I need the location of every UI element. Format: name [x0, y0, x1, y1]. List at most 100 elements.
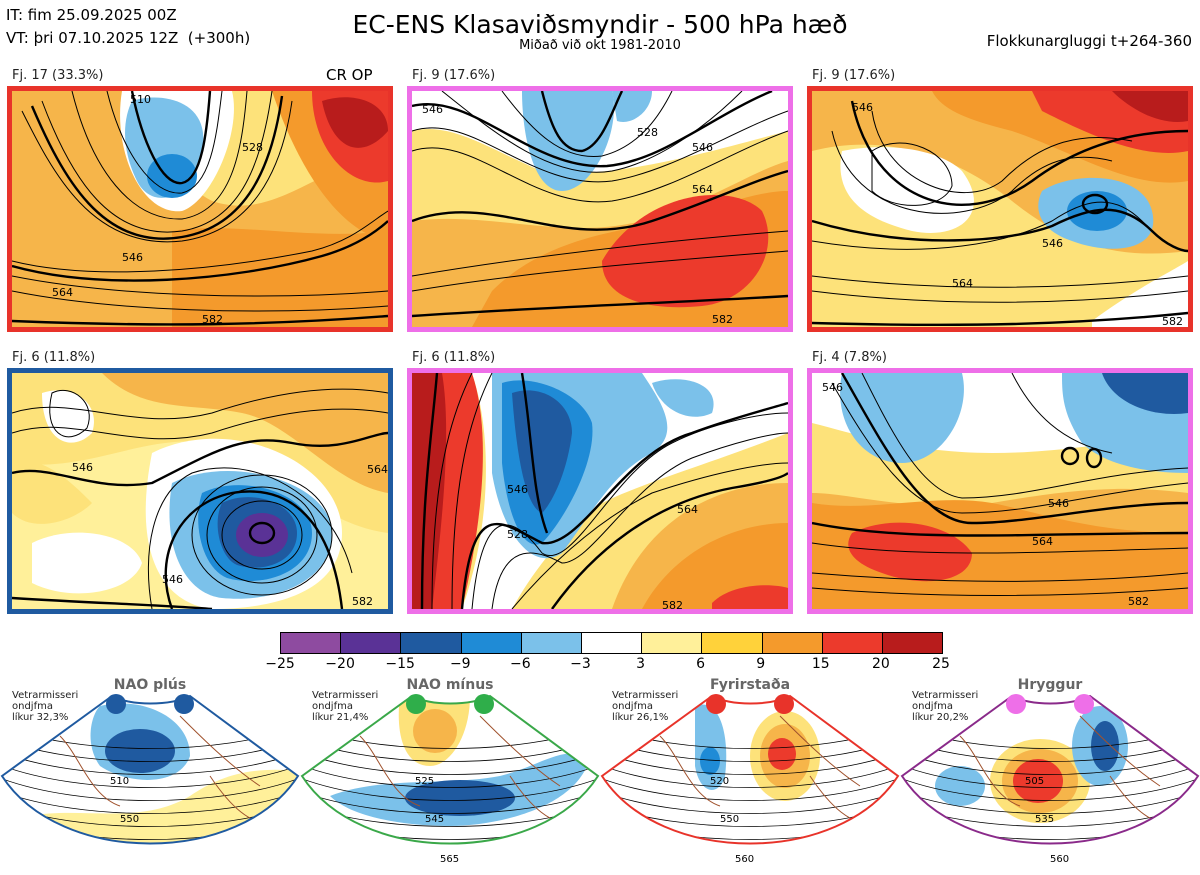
- regime-text-line: Vetrarmisseri: [912, 690, 979, 701]
- contour-label: 564: [1032, 535, 1053, 548]
- panel-4-label: Fj. 6 (11.8%): [12, 350, 96, 365]
- regime-contour-label: 525: [415, 776, 435, 787]
- regime-map: [900, 694, 1200, 845]
- regime-marker-dot: [1006, 694, 1026, 714]
- colorbar-swatch: [580, 633, 642, 653]
- regime-title: Hryggur: [1017, 677, 1083, 693]
- contour-label: 528: [637, 126, 658, 139]
- contour-label: 510: [130, 93, 151, 106]
- colorbar-tick-label: 25: [932, 656, 950, 672]
- colorbar-tick-label: −9: [449, 656, 471, 672]
- regime-panel: 525 545 565: [300, 676, 600, 871]
- contour-label: 546: [422, 103, 443, 116]
- contour-label: 546: [72, 461, 93, 474]
- panel-6-label: Fj. 4 (7.8%): [812, 350, 887, 365]
- contour-label: 546: [822, 381, 843, 394]
- regime-text-line: ondjfma: [612, 701, 653, 712]
- regime-panel: 505 535 560: [900, 676, 1200, 871]
- contour-label: 546: [852, 101, 873, 114]
- classification-window: Flokkunargluggi t+264-360: [986, 32, 1192, 50]
- cluster-map-1: 510 546 528 564 582: [7, 86, 393, 332]
- regime-marker-dot: [774, 694, 794, 714]
- colorbar-swatch: [400, 633, 461, 653]
- colorbar-swatch: [701, 633, 762, 653]
- contour-label: 582: [712, 313, 733, 326]
- contour-label: 546: [507, 483, 528, 496]
- header-info: IT: fim 25.09.2025 00Z VT: þri 07.10.202…: [6, 4, 250, 50]
- contour-label: 564: [52, 286, 73, 299]
- contour-label: 546: [692, 141, 713, 154]
- regime-marker-dot: [174, 694, 194, 714]
- regime-contour-label: 565: [440, 854, 460, 865]
- regime-text-line: Vetrarmisseri: [12, 690, 79, 701]
- regime-contour-label: 550: [120, 814, 140, 825]
- regime-text-line: Vetrarmisseri: [612, 690, 679, 701]
- cluster-map-4: 546 546 564 582: [7, 368, 393, 614]
- colorbar-swatch: [761, 633, 822, 653]
- colorbar-tick-label: −15: [385, 656, 415, 672]
- contour-label: 582: [352, 595, 373, 608]
- contour-label: 582: [1162, 315, 1183, 327]
- regime-contour-label: 550: [720, 814, 740, 825]
- valid-time: VT: þri 07.10.2025 12Z (+300h): [6, 29, 251, 47]
- cluster-map-2: 546 528 546 564 582: [407, 86, 793, 332]
- regime-map: [0, 694, 300, 845]
- panel-3-label: Fj. 9 (17.6%): [812, 68, 896, 83]
- contour-label: 564: [677, 503, 698, 516]
- contour-label: 582: [662, 599, 683, 609]
- regime-probability-text: Vetrarmisseri ondjfma líkur 26,1%: [612, 690, 678, 723]
- colorbar-swatch: [340, 633, 401, 653]
- panel-1-label: Fj. 17 (33.3%): [12, 68, 104, 83]
- regime-panel: 520 550 560: [600, 676, 900, 871]
- regime-marker-dot: [106, 694, 126, 714]
- colorbar-swatch: [641, 633, 702, 653]
- regime-probability-text: Vetrarmisseri ondjfma líkur 32,3%: [12, 690, 78, 723]
- regime-probability-text: Vetrarmisseri ondjfma líkur 20,2%: [912, 690, 978, 723]
- colorbar-tick-label: 20: [871, 656, 890, 672]
- contour-label: 528: [507, 528, 528, 541]
- panel-2-label: Fj. 9 (17.6%): [412, 68, 496, 83]
- regime-text-line: ondjfma: [912, 701, 953, 712]
- regime-marker-dot: [474, 694, 494, 714]
- regime-marker-dot: [406, 694, 426, 714]
- cluster-map-3: 546 546 564 582: [807, 86, 1193, 332]
- regime-text-line: líkur 21,4%: [312, 712, 369, 723]
- contour-label: 546: [1042, 237, 1063, 250]
- contour-label: 582: [202, 313, 223, 326]
- regime-contour-label: 505: [1025, 776, 1045, 787]
- colorbar-tick-label: −20: [325, 656, 355, 672]
- contour-label: 546: [122, 251, 143, 264]
- regime-text-line: Vetrarmisseri: [312, 690, 379, 701]
- colorbar-swatch: [881, 633, 943, 653]
- regime-text-line: ondjfma: [312, 701, 353, 712]
- colorbar-swatch: [460, 633, 521, 653]
- colorbar-tick-label: 6: [696, 656, 706, 672]
- contour-label: 564: [952, 277, 973, 290]
- regime-title: Fyrirstaða: [709, 677, 791, 693]
- colorbar-swatch: [520, 633, 581, 653]
- cluster-map-6: 546 546 564 582: [807, 368, 1193, 614]
- regime-contour-label: 520: [710, 776, 730, 787]
- regime-text-line: líkur 26,1%: [612, 712, 669, 723]
- contour-label: 546: [162, 573, 183, 586]
- regime-map: [300, 694, 600, 845]
- colorbar-swatch: [821, 633, 882, 653]
- colorbar-tick-label: −25: [265, 656, 295, 672]
- colorbar-tick-label: −3: [570, 656, 591, 672]
- cr-op-label: CR OP: [326, 66, 373, 84]
- colorbar: [280, 632, 943, 654]
- panel-5-label: Fj. 6 (11.8%): [412, 350, 496, 365]
- colorbar-tick-label: 15: [811, 656, 830, 672]
- page-subtitle: Miðað við okt 1981-2010: [519, 38, 681, 53]
- regime-contour-label: 535: [1035, 814, 1055, 825]
- regime-text-line: líkur 32,3%: [12, 712, 69, 723]
- colorbar-tick-label: −6: [510, 656, 531, 672]
- cluster-map-5: 528 546 564 582: [407, 368, 793, 614]
- regime-title: NAO plús: [113, 677, 187, 693]
- colorbar-tick-label: 9: [756, 656, 766, 672]
- regime-text-line: líkur 20,2%: [912, 712, 969, 723]
- issue-time: IT: fim 25.09.2025 00Z: [6, 6, 177, 24]
- regime-map: [600, 694, 900, 845]
- contour-label: 564: [692, 183, 713, 196]
- regime-text-line: ondjfma: [12, 701, 53, 712]
